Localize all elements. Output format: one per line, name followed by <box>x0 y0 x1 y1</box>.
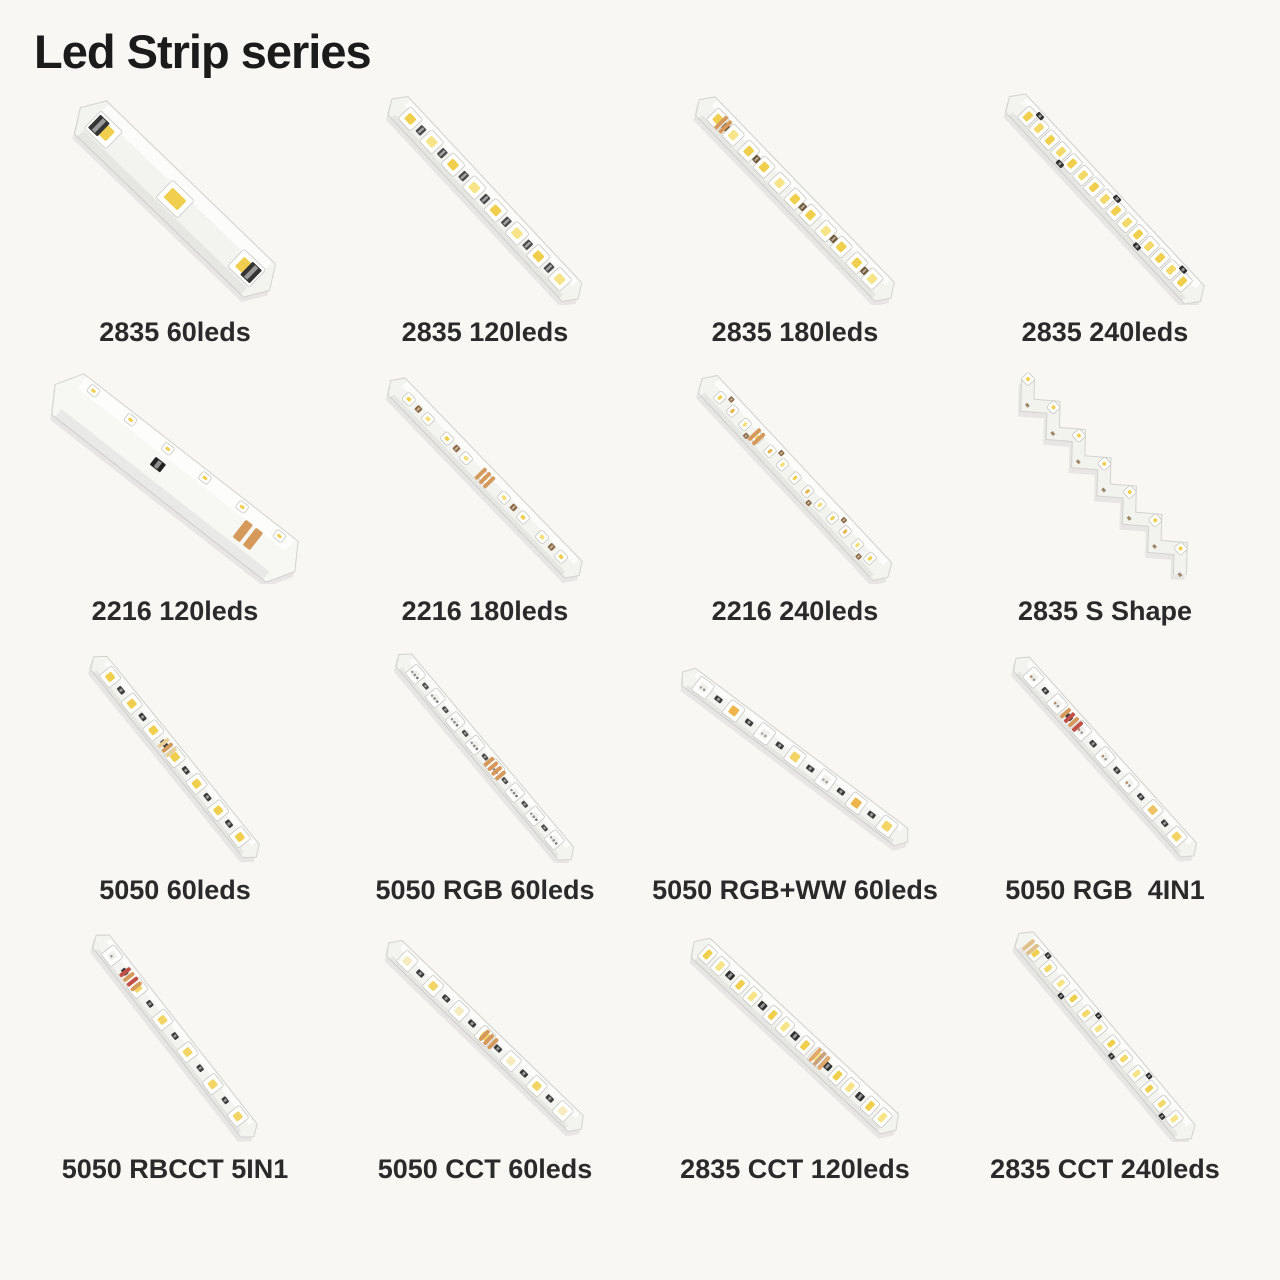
led-strip-photo <box>1017 372 1188 580</box>
product-label: 2835 240leds <box>1021 317 1189 347</box>
product-card-2835-180leds: 2835 180leds <box>644 93 946 348</box>
product-label: 5050 CCT 60leds <box>377 1154 593 1184</box>
product-card-2835-cct-240leds: 2835 CCT 240leds <box>954 930 1256 1185</box>
product-label: 2835 CCT 240leds <box>990 1154 1220 1184</box>
product-label: 5050 RBCCT 5IN1 <box>61 1154 289 1184</box>
product-card-2835-cct-120leds: 2835 CCT 120leds <box>644 930 946 1185</box>
led-strip-photo <box>689 937 900 1139</box>
product-card-5050-cct-60leds: 5050 CCT 60leds <box>334 930 636 1185</box>
led-strip-photo <box>693 96 895 305</box>
led-strip-photo <box>680 667 909 852</box>
product-card-2216-180leds: 2216 180leds <box>334 372 636 627</box>
product-card-2835-s-shape: 2835 S Shape <box>954 372 1256 627</box>
catalog-page: Led Strip series 2835 60leds 2835 120led… <box>24 25 1256 1185</box>
product-card-2835-60leds: 2835 60leds <box>24 93 326 348</box>
product-card-5050-rbcct-5in1: 5050 RBCCT 5IN1 <box>24 930 326 1185</box>
led-strip-photo <box>695 374 893 584</box>
product-card-5050-rgb-60leds: 5050 RGB 60leds <box>334 651 636 906</box>
led-strip-photo <box>1003 93 1205 305</box>
product-label: 2216 180leds <box>401 596 569 626</box>
product-card-2835-240leds: 2835 240leds <box>954 93 1256 348</box>
product-card-2835-120leds: 2835 120leds <box>334 93 636 348</box>
product-card-2216-240leds: 2216 240leds <box>644 372 946 627</box>
product-label: 2216 120leds <box>91 596 259 626</box>
product-label: 2835 180leds <box>711 317 879 347</box>
product-label: 2835 CCT 120leds <box>680 1154 910 1184</box>
led-strip-photo <box>90 934 258 1142</box>
product-label: 2835 60leds <box>99 317 251 347</box>
product-card-5050-rgbww-60leds: 5050 RGB+WW 60leds <box>644 651 946 906</box>
led-strip-photo <box>1012 931 1196 1142</box>
product-label: 5050 RGB 60leds <box>375 875 595 905</box>
product-label: 5050 60leds <box>99 875 251 905</box>
product-card-2216-120leds: 2216 120leds <box>24 372 326 627</box>
led-strip-photo <box>393 653 575 863</box>
led-strip-photo <box>385 96 583 305</box>
product-label: 2216 240leds <box>711 596 879 626</box>
product-card-5050-60leds: 5050 60leds <box>24 651 326 906</box>
product-card-5050-rgb-4in1: 5050 RGB 4IN1 <box>954 651 1256 906</box>
led-strip-photo <box>384 940 584 1137</box>
led-strip-photo <box>72 100 277 303</box>
led-strip-photo <box>50 373 299 584</box>
product-label: 5050 RGB 4IN1 <box>1005 875 1205 905</box>
product-label: 5050 RGB+WW 60leds <box>652 875 938 905</box>
page-title: Led Strip series <box>34 25 372 78</box>
product-grid: 2835 60leds 2835 120leds 2835 180leds 28… <box>24 93 1256 1185</box>
led-strip-photo <box>88 655 260 863</box>
product-label: 2835 S Shape <box>1017 596 1193 626</box>
led-strip-photo <box>1011 656 1197 862</box>
product-label: 2835 120leds <box>401 317 569 347</box>
led-strip-photo <box>385 377 583 583</box>
